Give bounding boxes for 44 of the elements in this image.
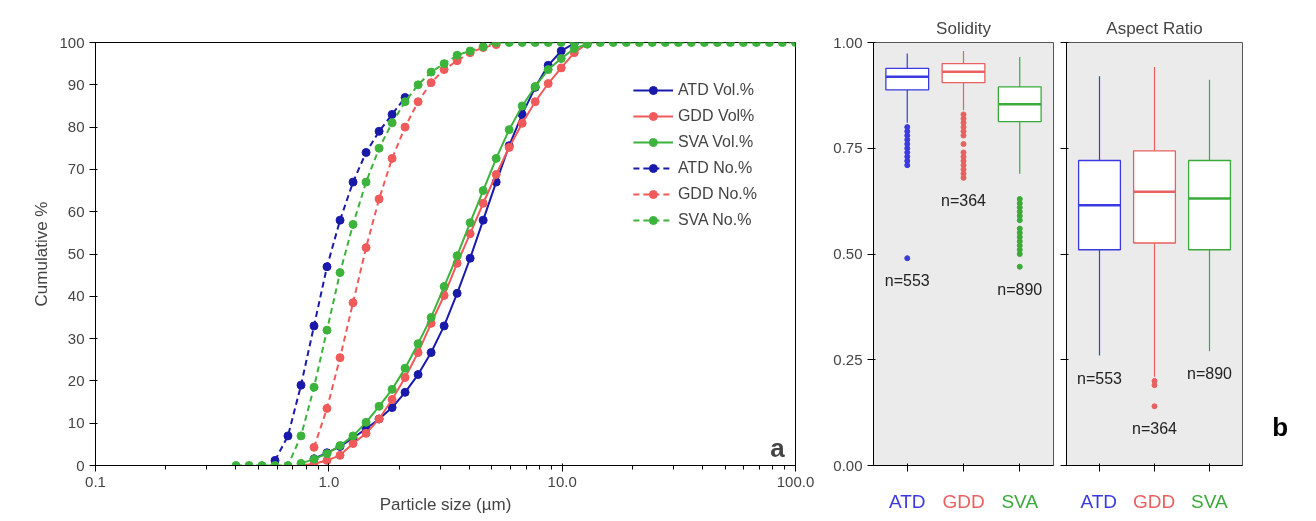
y-tick-label: 50 — [67, 245, 85, 262]
y-tick-label: 80 — [67, 118, 85, 136]
x-tick-label: SVA — [1001, 491, 1039, 512]
y-tick-label: 60 — [67, 202, 85, 220]
legend-label: GDD Vol% — [677, 107, 755, 125]
y-tick-label: 20 — [67, 371, 85, 389]
y-tick-label: 0.75 — [833, 139, 863, 157]
x-tick-label: GDD — [942, 491, 985, 512]
annotation: n=890 — [997, 280, 1043, 298]
x-tick-label: 10.0 — [547, 472, 577, 490]
legend-label: SVA Vol.% — [677, 133, 754, 151]
annotation: n=890 — [1187, 365, 1233, 383]
x-tick-label: 100.0 — [776, 472, 815, 490]
legend-label: GDD No.% — [677, 185, 757, 203]
x-tick-label: 1.0 — [318, 472, 340, 490]
y-tick-label: 0.25 — [833, 350, 863, 368]
annotation: n=553 — [884, 272, 930, 290]
y-tick-label: 70 — [67, 160, 85, 178]
y-tick-label: 90 — [67, 75, 85, 93]
y-tick-label: 30 — [67, 329, 85, 347]
legend-label: ATD Vol.% — [677, 81, 755, 99]
annotation: n=364 — [941, 191, 987, 209]
chart-title: Solidity — [936, 18, 992, 38]
legend-label: ATD No.% — [677, 159, 753, 177]
x-tick-label: GDD — [1132, 491, 1176, 512]
annotation: n=553 — [1077, 369, 1123, 387]
y-tick-label: 40 — [67, 287, 85, 305]
annotation: a — [770, 432, 786, 463]
x-tick-label: 0.1 — [85, 472, 106, 490]
text: b — [1272, 412, 1289, 443]
annotation: n=364 — [1132, 420, 1178, 438]
y-axis-title: Cumulative % — [32, 201, 52, 307]
x-tick-label: ATD — [888, 491, 926, 512]
y-tick-label: 10 — [67, 414, 85, 432]
y-tick-label: 1.00 — [833, 33, 863, 51]
y-tick-label: 0 — [76, 456, 85, 474]
y-tick-label: 0.00 — [833, 456, 863, 474]
legend-label: SVA No.% — [677, 211, 752, 229]
y-tick-label: 0.50 — [833, 245, 863, 262]
x-tick-label: SVA — [1191, 491, 1228, 512]
y-tick-label: 100 — [59, 33, 85, 51]
x-axis-title: Particle size (µm) — [379, 494, 512, 514]
x-tick-label: ATD — [1080, 491, 1117, 512]
chart-title: Aspect Ratio — [1106, 18, 1203, 38]
